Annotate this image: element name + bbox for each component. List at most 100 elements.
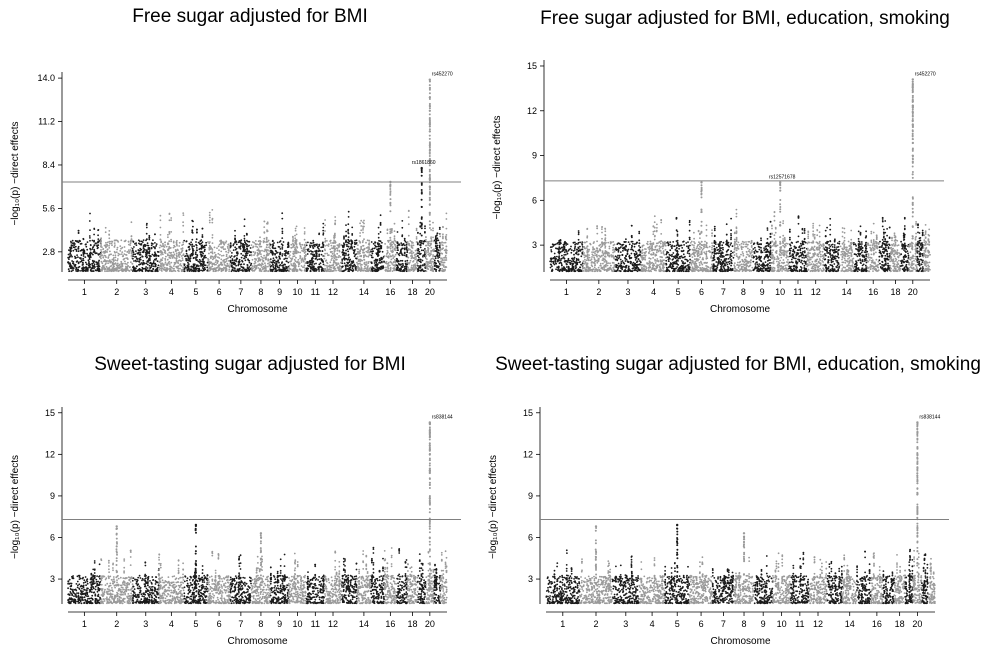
- snp-point: [591, 251, 593, 254]
- snp-point: [441, 267, 443, 270]
- snp-point: [235, 243, 238, 246]
- y-axis-label: −log₁₀(p) −direct effects: [10, 121, 21, 225]
- snp-point: [220, 243, 223, 245]
- snp-point: [351, 260, 354, 263]
- snp-point: [579, 241, 581, 244]
- snp-point: [92, 261, 95, 264]
- snp-point: [123, 268, 126, 271]
- snp-point: [121, 264, 124, 266]
- snp-point: [409, 240, 412, 242]
- y-tick-label: 12: [527, 106, 537, 116]
- snp-point: [653, 269, 656, 272]
- snp-point: [362, 251, 364, 254]
- snp-point: [553, 252, 556, 255]
- snp-point: [442, 244, 444, 247]
- snp-point: [563, 269, 566, 271]
- snp-point: [227, 243, 230, 246]
- snp-point: [570, 251, 573, 254]
- snp-point: [119, 250, 122, 252]
- snp-point: [125, 253, 127, 256]
- snp-point: [170, 251, 173, 254]
- snp-point: [85, 263, 88, 266]
- snp-point: [621, 268, 624, 271]
- snp-point: [567, 249, 570, 252]
- snp-point: [124, 260, 126, 263]
- snp-point: [182, 221, 185, 224]
- snp-point: [75, 250, 78, 253]
- snp-point: [132, 257, 134, 260]
- snp-point: [122, 262, 124, 265]
- snp-point: [142, 239, 145, 242]
- snp-point: [140, 262, 143, 264]
- snp-point: [335, 259, 337, 261]
- snp-point: [411, 252, 413, 255]
- snp-point: [428, 162, 431, 165]
- snp-point: [387, 267, 390, 270]
- snp-point: [591, 270, 594, 273]
- snp-point: [395, 241, 397, 243]
- snp-point: [216, 266, 219, 269]
- y-tick-label: 15: [527, 61, 537, 71]
- snp-point: [428, 155, 431, 157]
- snp-point: [566, 252, 569, 255]
- snp-point: [436, 244, 439, 247]
- snp-point: [255, 259, 257, 261]
- snp-point: [238, 258, 241, 261]
- snp-point: [581, 246, 584, 248]
- snp-point: [140, 243, 143, 245]
- snp-point: [318, 265, 320, 268]
- snp-point: [201, 251, 204, 254]
- snp-point: [175, 252, 178, 255]
- snp-point: [100, 260, 103, 263]
- snp-point: [177, 262, 180, 265]
- snp-point: [119, 266, 121, 269]
- snp-point: [345, 239, 347, 242]
- snp-point: [347, 268, 350, 271]
- snp-point: [444, 254, 447, 257]
- snp-point: [566, 243, 569, 246]
- snp-point: [276, 241, 279, 244]
- snp-point: [590, 258, 593, 260]
- snp-point: [428, 88, 431, 91]
- snp-point: [76, 254, 78, 256]
- snp-point: [636, 265, 638, 268]
- snp-point: [251, 269, 254, 272]
- snp-point: [583, 241, 586, 244]
- snp-point: [77, 250, 80, 253]
- snp-point: [165, 263, 167, 265]
- snp-point: [113, 257, 115, 259]
- snp-point: [606, 264, 609, 267]
- snp-point: [89, 252, 91, 255]
- snp-point: [401, 235, 404, 238]
- snp-point: [368, 243, 371, 246]
- snp-point: [173, 257, 176, 259]
- snp-point: [427, 244, 430, 247]
- snp-point: [607, 252, 610, 254]
- snp-point: [211, 236, 214, 239]
- snp-point: [576, 248, 578, 251]
- snp-point: [593, 262, 596, 265]
- snp-point: [401, 262, 404, 265]
- snp-point: [150, 244, 153, 247]
- snp-point: [82, 255, 85, 257]
- snp-point: [231, 252, 233, 254]
- snp-point: [428, 149, 431, 152]
- snp-point: [588, 248, 591, 251]
- snp-point: [356, 247, 359, 250]
- snp-point: [82, 248, 85, 251]
- snp-point: [229, 263, 232, 265]
- snp-point: [429, 240, 431, 243]
- snp-point: [206, 261, 209, 264]
- snp-point: [401, 265, 403, 268]
- snp-point: [167, 249, 169, 252]
- snp-point: [424, 262, 427, 265]
- snp-point: [309, 269, 312, 272]
- snp-point: [244, 241, 246, 243]
- snp-point: [586, 251, 589, 253]
- snp-point: [345, 265, 347, 267]
- snp-point: [284, 252, 286, 255]
- snp-point: [439, 233, 442, 235]
- snp-point: [367, 262, 370, 265]
- snp-point: [420, 189, 423, 191]
- snp-point: [218, 243, 221, 246]
